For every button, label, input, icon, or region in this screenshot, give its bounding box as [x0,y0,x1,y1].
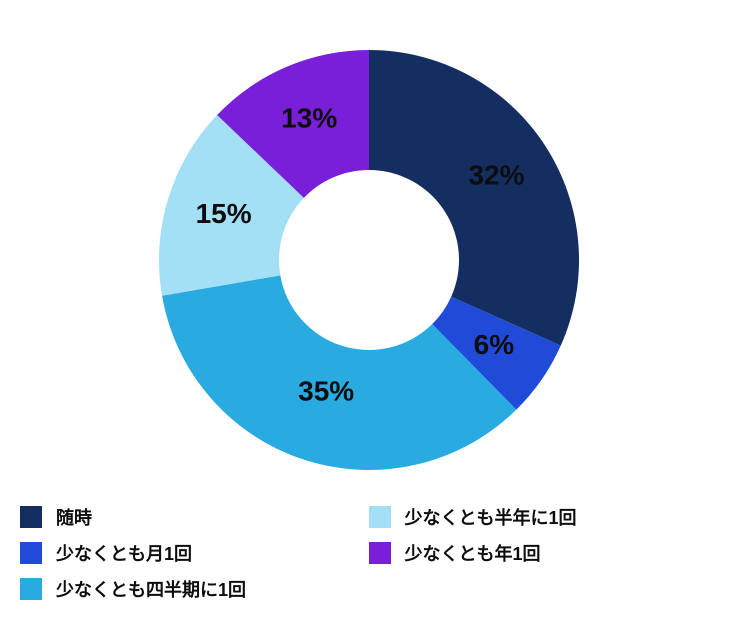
donut-slice-label: 32% [468,160,524,191]
chart-container: 32% 6% 35% 15% 13% 随時少なくとも月1回少なくとも四半期に1回 少なく… [0,0,737,633]
legend-item: 少なくとも年1回 [369,540,718,566]
legend-item: 少なくとも半年に1回 [369,504,718,530]
legend-label: 少なくとも月1回 [56,540,192,566]
legend-column-left: 随時少なくとも月1回少なくとも四半期に1回 [20,500,369,612]
legend-item: 少なくとも四半期に1回 [20,576,369,602]
legend-label: 少なくとも四半期に1回 [56,576,246,602]
legend-swatch [369,506,391,528]
legend-item: 随時 [20,504,369,530]
donut-slice [369,50,579,346]
legend-column-right: 少なくとも半年に1回少なくとも年1回 [369,500,718,612]
donut-slice-label: 13% [281,103,337,134]
donut-slice-label: 35% [298,376,354,407]
legend-item: 少なくとも月1回 [20,540,369,566]
legend: 随時少なくとも月1回少なくとも四半期に1回 少なくとも半年に1回少なくとも年1回 [20,500,717,612]
legend-swatch [20,578,42,600]
donut-slice-label: 15% [195,198,251,229]
legend-swatch [20,506,42,528]
donut-svg: 32% 6% 35% 15% 13% [139,30,599,490]
donut-slice-label: 6% [473,329,514,360]
legend-swatch [369,542,391,564]
legend-label: 随時 [56,504,92,530]
legend-swatch [20,542,42,564]
donut-chart: 32% 6% 35% 15% 13% [139,30,599,495]
legend-label: 少なくとも年1回 [405,540,541,566]
legend-label: 少なくとも半年に1回 [405,504,577,530]
